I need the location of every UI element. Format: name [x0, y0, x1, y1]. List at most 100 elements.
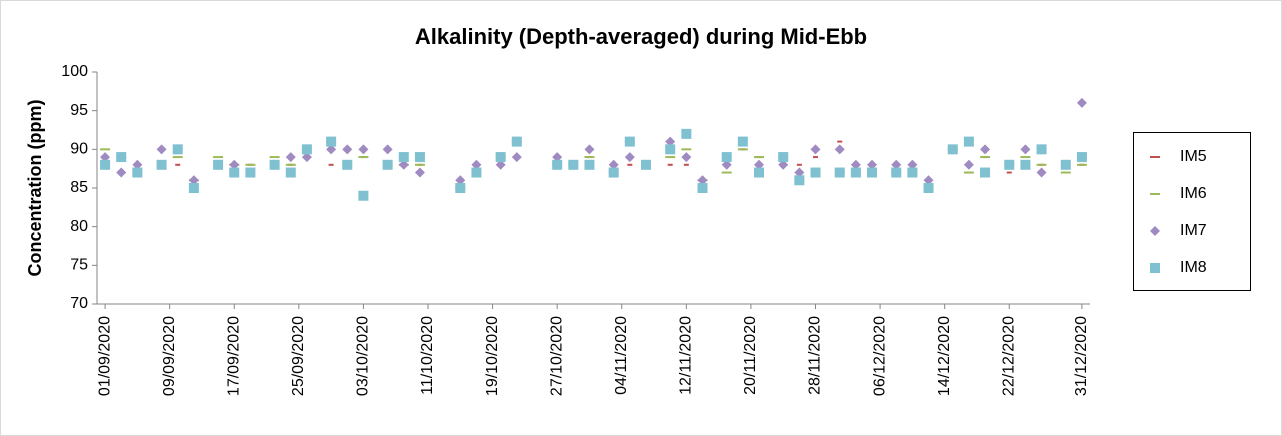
y-tick-label: 80 [70, 218, 88, 235]
point [358, 144, 369, 155]
point [301, 152, 312, 163]
point [1036, 167, 1047, 178]
point [285, 167, 296, 178]
point [1006, 171, 1012, 174]
point [963, 136, 974, 147]
x-tick-label: 09/09/2020 [161, 316, 178, 396]
point [810, 144, 821, 155]
point [778, 159, 789, 170]
point [414, 152, 425, 163]
point [1020, 159, 1031, 170]
point [568, 159, 579, 170]
point [980, 167, 991, 178]
point [382, 144, 393, 155]
point [697, 183, 708, 193]
point [100, 159, 111, 170]
point [923, 183, 934, 193]
point [737, 148, 748, 151]
point [116, 152, 127, 163]
chart-title: Alkalinity (Depth-averaged) during Mid-E… [415, 24, 867, 49]
point [328, 163, 334, 166]
point [342, 144, 353, 155]
legend-label: IM8 [1180, 259, 1207, 276]
point [796, 163, 802, 166]
x-tick-label: 19/10/2020 [484, 316, 501, 396]
point [810, 167, 821, 178]
x-tick-label: 06/12/2020 [871, 316, 888, 396]
point [188, 183, 199, 193]
point [721, 171, 732, 174]
point [980, 156, 991, 159]
point [326, 144, 337, 155]
point [471, 159, 482, 170]
y-tick-label: 100 [61, 63, 88, 80]
x-tick-label: 01/09/2020 [96, 316, 113, 396]
point [1076, 152, 1087, 163]
point [156, 159, 167, 170]
point [681, 148, 692, 151]
x-tick-label: 31/12/2020 [1073, 316, 1090, 396]
legend-marker [1150, 156, 1160, 158]
point [721, 152, 732, 163]
point [963, 171, 974, 174]
point [754, 167, 764, 178]
point [813, 156, 819, 159]
point [867, 167, 878, 178]
point [414, 167, 425, 178]
point [891, 159, 902, 170]
point [213, 156, 224, 159]
point [414, 163, 425, 166]
point [398, 159, 409, 170]
point [398, 152, 409, 163]
point [640, 159, 651, 170]
point [382, 159, 393, 170]
point [455, 183, 466, 193]
point [269, 159, 280, 170]
point [667, 163, 673, 166]
point [794, 175, 805, 186]
y-tick-label: 85 [70, 179, 88, 196]
x-tick-label: 28/11/2020 [807, 316, 824, 395]
x-tick-label: 17/09/2020 [225, 316, 242, 396]
x-tick-label: 20/11/2020 [742, 316, 759, 395]
point [665, 156, 676, 159]
point [245, 163, 256, 166]
point [584, 144, 595, 155]
point [132, 167, 143, 178]
x-tick-label: 27/10/2020 [548, 316, 565, 396]
y-tick-label: 70 [70, 295, 88, 312]
x-tick-label: 12/11/2020 [678, 316, 695, 395]
point [837, 140, 843, 143]
point [624, 136, 635, 147]
x-tick-label: 25/09/2020 [290, 316, 307, 396]
point [245, 167, 256, 178]
point [665, 136, 676, 147]
x-tick-label: 22/12/2020 [1000, 316, 1017, 396]
x-tick-label: 14/12/2020 [936, 316, 953, 396]
y-tick-label: 90 [70, 141, 88, 158]
point [1036, 144, 1047, 155]
point [552, 152, 563, 163]
point [867, 159, 878, 170]
x-tick-label: 11/10/2020 [419, 316, 436, 395]
point [963, 159, 974, 170]
point [891, 167, 902, 178]
point [285, 152, 296, 163]
point [552, 159, 563, 170]
point [624, 152, 635, 163]
point [358, 156, 369, 159]
point [100, 152, 111, 163]
point [850, 167, 861, 178]
point [834, 144, 845, 155]
legend-label: IM7 [1180, 222, 1207, 239]
x-tick-label: 03/10/2020 [355, 316, 372, 396]
point [608, 159, 619, 170]
legend-marker [1150, 193, 1160, 195]
point [1004, 159, 1015, 170]
point [175, 163, 181, 166]
legend-marker [1150, 226, 1160, 236]
point [923, 175, 934, 186]
point [980, 144, 991, 155]
point [1076, 97, 1087, 108]
